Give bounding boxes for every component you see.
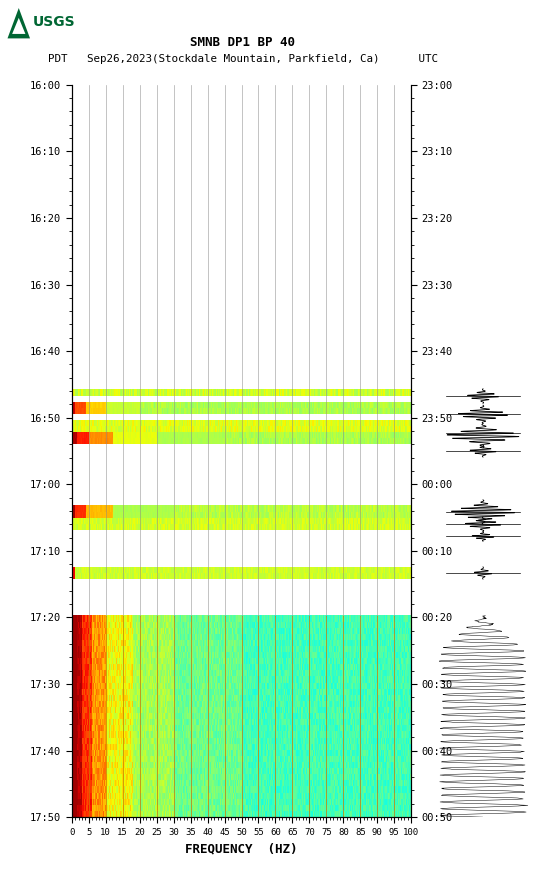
- Text: PDT   Sep26,2023(Stockdale Mountain, Parkfield, Ca)      UTC: PDT Sep26,2023(Stockdale Mountain, Parkf…: [48, 54, 438, 64]
- Text: USGS: USGS: [33, 15, 75, 29]
- Polygon shape: [12, 18, 25, 34]
- Polygon shape: [8, 8, 30, 38]
- Text: SMNB DP1 BP 40: SMNB DP1 BP 40: [190, 36, 295, 49]
- X-axis label: FREQUENCY  (HZ): FREQUENCY (HZ): [185, 842, 298, 855]
